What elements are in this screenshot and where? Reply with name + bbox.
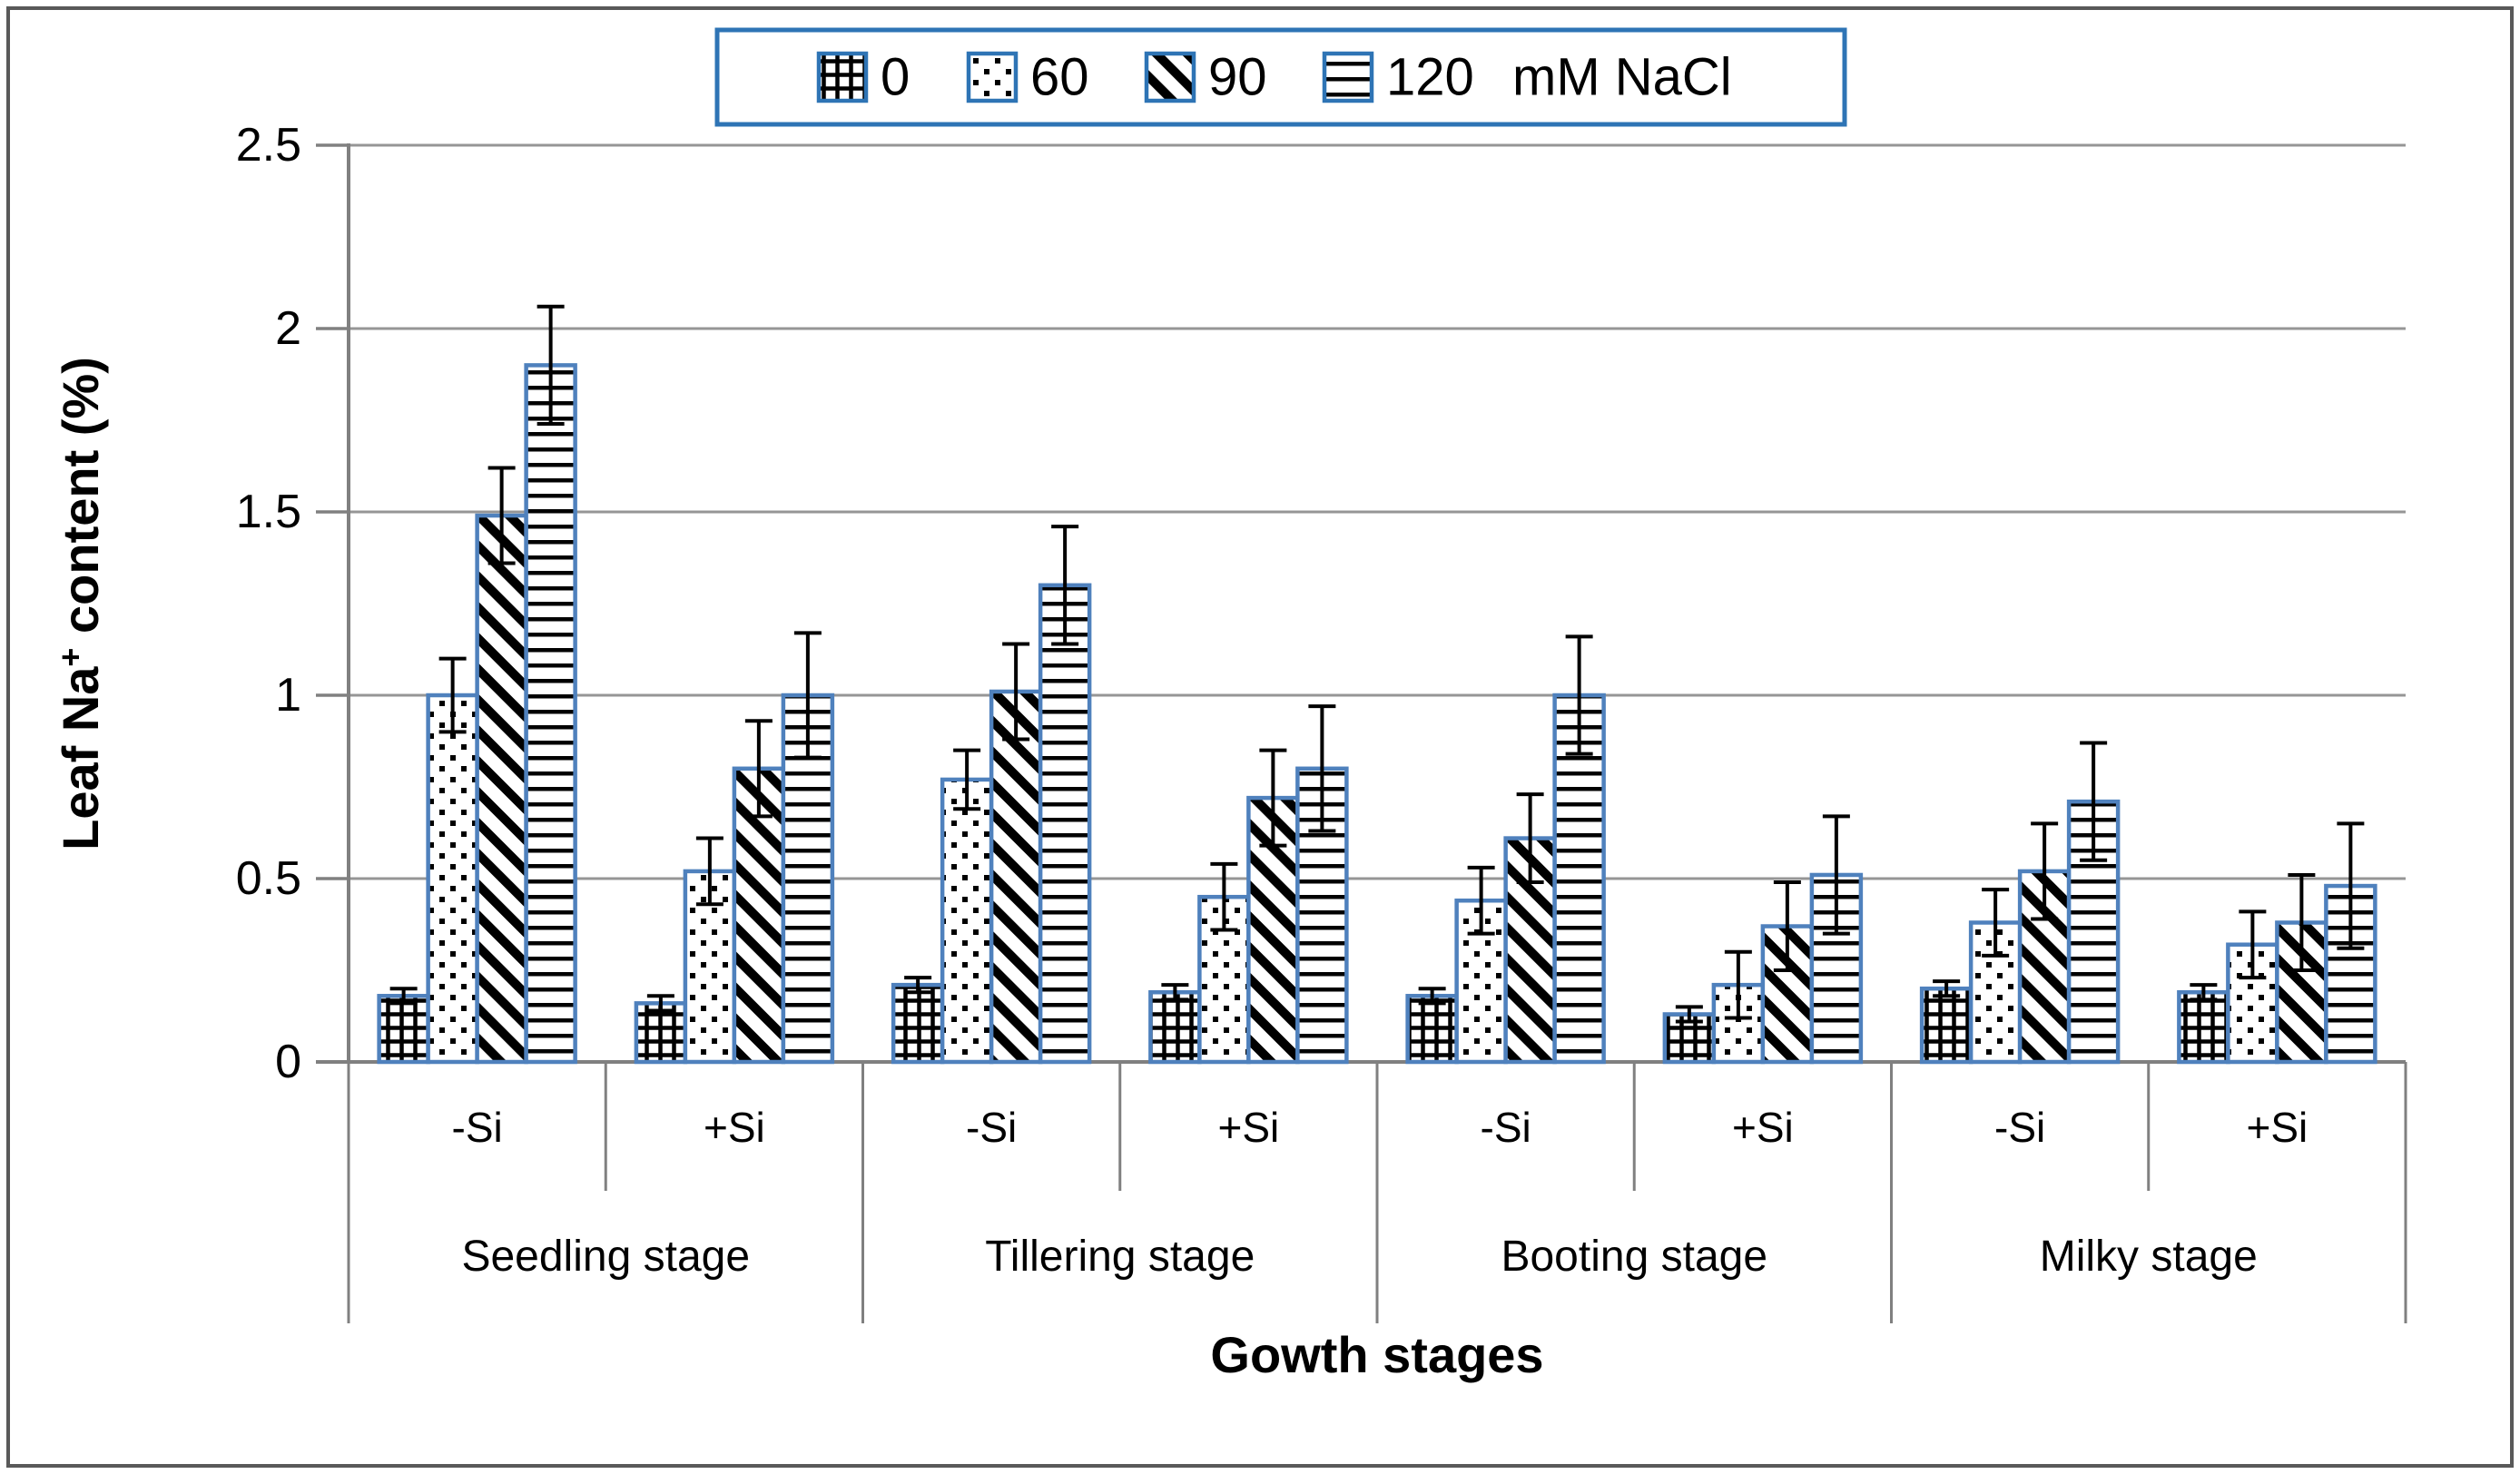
bar-tillering-minus-si-60mM bbox=[940, 777, 994, 1065]
bar-tillering-minus-si-120mM bbox=[1038, 583, 1092, 1065]
legend-box bbox=[714, 27, 1847, 127]
y-tick-label: 1.5 bbox=[236, 486, 301, 538]
y-tick-label: 1 bbox=[275, 669, 301, 722]
bar-milky-minus-si-0mM bbox=[1919, 986, 1974, 1065]
y-axis-title: Leaf Na+ content (%) bbox=[52, 357, 109, 850]
bar-seedling-minus-si-0mM bbox=[377, 994, 430, 1065]
bar-seedling-minus-si-120mM bbox=[524, 363, 577, 1065]
legend-unit-label: mM NaCl bbox=[1512, 48, 1732, 107]
stage-label: Booting stage bbox=[1501, 1233, 1767, 1281]
legend-swatch-diagonal bbox=[1144, 51, 1196, 103]
y-tick-label: 2 bbox=[275, 302, 301, 355]
y-tick-label: 2.5 bbox=[236, 119, 301, 172]
si-label: -Si bbox=[966, 1104, 1017, 1151]
legend-item-label: 120 bbox=[1386, 48, 1474, 107]
y-tick-label: 0 bbox=[275, 1036, 301, 1088]
si-label: +Si bbox=[704, 1104, 765, 1151]
stage-label: Tillering stage bbox=[985, 1233, 1255, 1281]
bar-booting-minus-si-120mM bbox=[1552, 693, 1606, 1065]
legend-swatch-grid bbox=[816, 51, 869, 103]
bar-booting-minus-si-0mM bbox=[1405, 994, 1459, 1065]
bar-tillering-minus-si-0mM bbox=[891, 982, 945, 1065]
bar-milky-plus-si-0mM bbox=[2177, 989, 2230, 1065]
si-label: +Si bbox=[2246, 1104, 2308, 1151]
stage-label: Milky stage bbox=[2040, 1233, 2258, 1281]
legend-item-label: 0 bbox=[881, 48, 910, 107]
x-axis-title: Gowth stages bbox=[1210, 1326, 1543, 1383]
bar-tillering-minus-si-90mM bbox=[989, 689, 1043, 1065]
legend-swatch-dots bbox=[966, 51, 1019, 103]
si-label: -Si bbox=[1481, 1104, 1531, 1151]
legend-swatch-hlines bbox=[1322, 51, 1374, 103]
si-label: -Si bbox=[452, 1104, 503, 1151]
legend-item-label: 60 bbox=[1030, 48, 1089, 107]
si-label: -Si bbox=[1994, 1104, 2045, 1151]
si-label: +Si bbox=[1732, 1104, 1794, 1151]
y-tick-label: 0.5 bbox=[236, 852, 301, 905]
chart-canvas: 0 0.5 1 1.5 2 2.5 -Si +Si -Si +Si -Si +Si -Si +Si Seed… bbox=[6, 6, 2514, 1468]
bar-seedling-minus-si-60mM bbox=[426, 693, 479, 1065]
stage-label: Seedling stage bbox=[461, 1233, 750, 1281]
bar-seedling-minus-si-90mM bbox=[475, 513, 528, 1065]
legend-item-label: 90 bbox=[1208, 48, 1267, 107]
bar-tillering-plus-si-0mM bbox=[1148, 989, 1202, 1065]
si-label: +Si bbox=[1217, 1104, 1279, 1151]
figure-border bbox=[6, 6, 2514, 1468]
